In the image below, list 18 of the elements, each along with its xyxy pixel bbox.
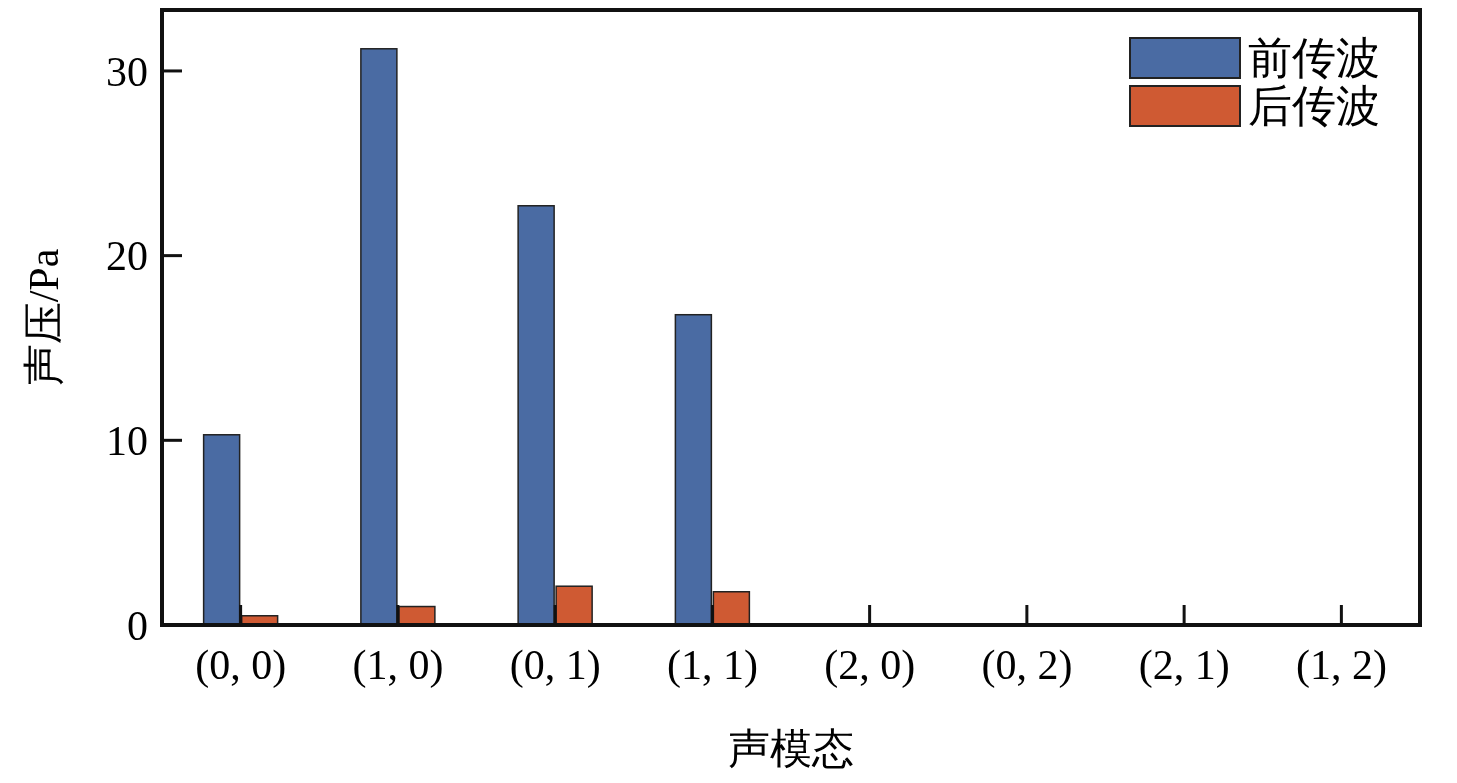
y-tick-label: 0 [127, 602, 148, 649]
x-tick-label: (2, 1) [1138, 642, 1230, 689]
bar [360, 48, 398, 626]
x-tick-label: (1, 0) [352, 642, 444, 689]
x-tick-label: (0, 2) [981, 642, 1073, 689]
y-tick-label: 30 [106, 48, 148, 95]
bar [202, 434, 241, 626]
legend-label: 前传波 [1248, 34, 1380, 84]
x-tick-label: (1, 2) [1295, 642, 1387, 689]
x-tick-label: (2, 0) [824, 642, 916, 689]
x-tick-label: (0, 0) [195, 642, 287, 689]
x-tick-label: (0, 1) [509, 642, 601, 689]
legend-label: 后传波 [1248, 82, 1380, 132]
x-axis-title: 声模态 [728, 726, 854, 772]
y-tick-label: 10 [106, 418, 148, 465]
y-tick-label: 20 [106, 233, 148, 280]
y-axis-title: 声压/Pa [21, 248, 67, 387]
x-tick-label: (1, 1) [666, 642, 758, 689]
